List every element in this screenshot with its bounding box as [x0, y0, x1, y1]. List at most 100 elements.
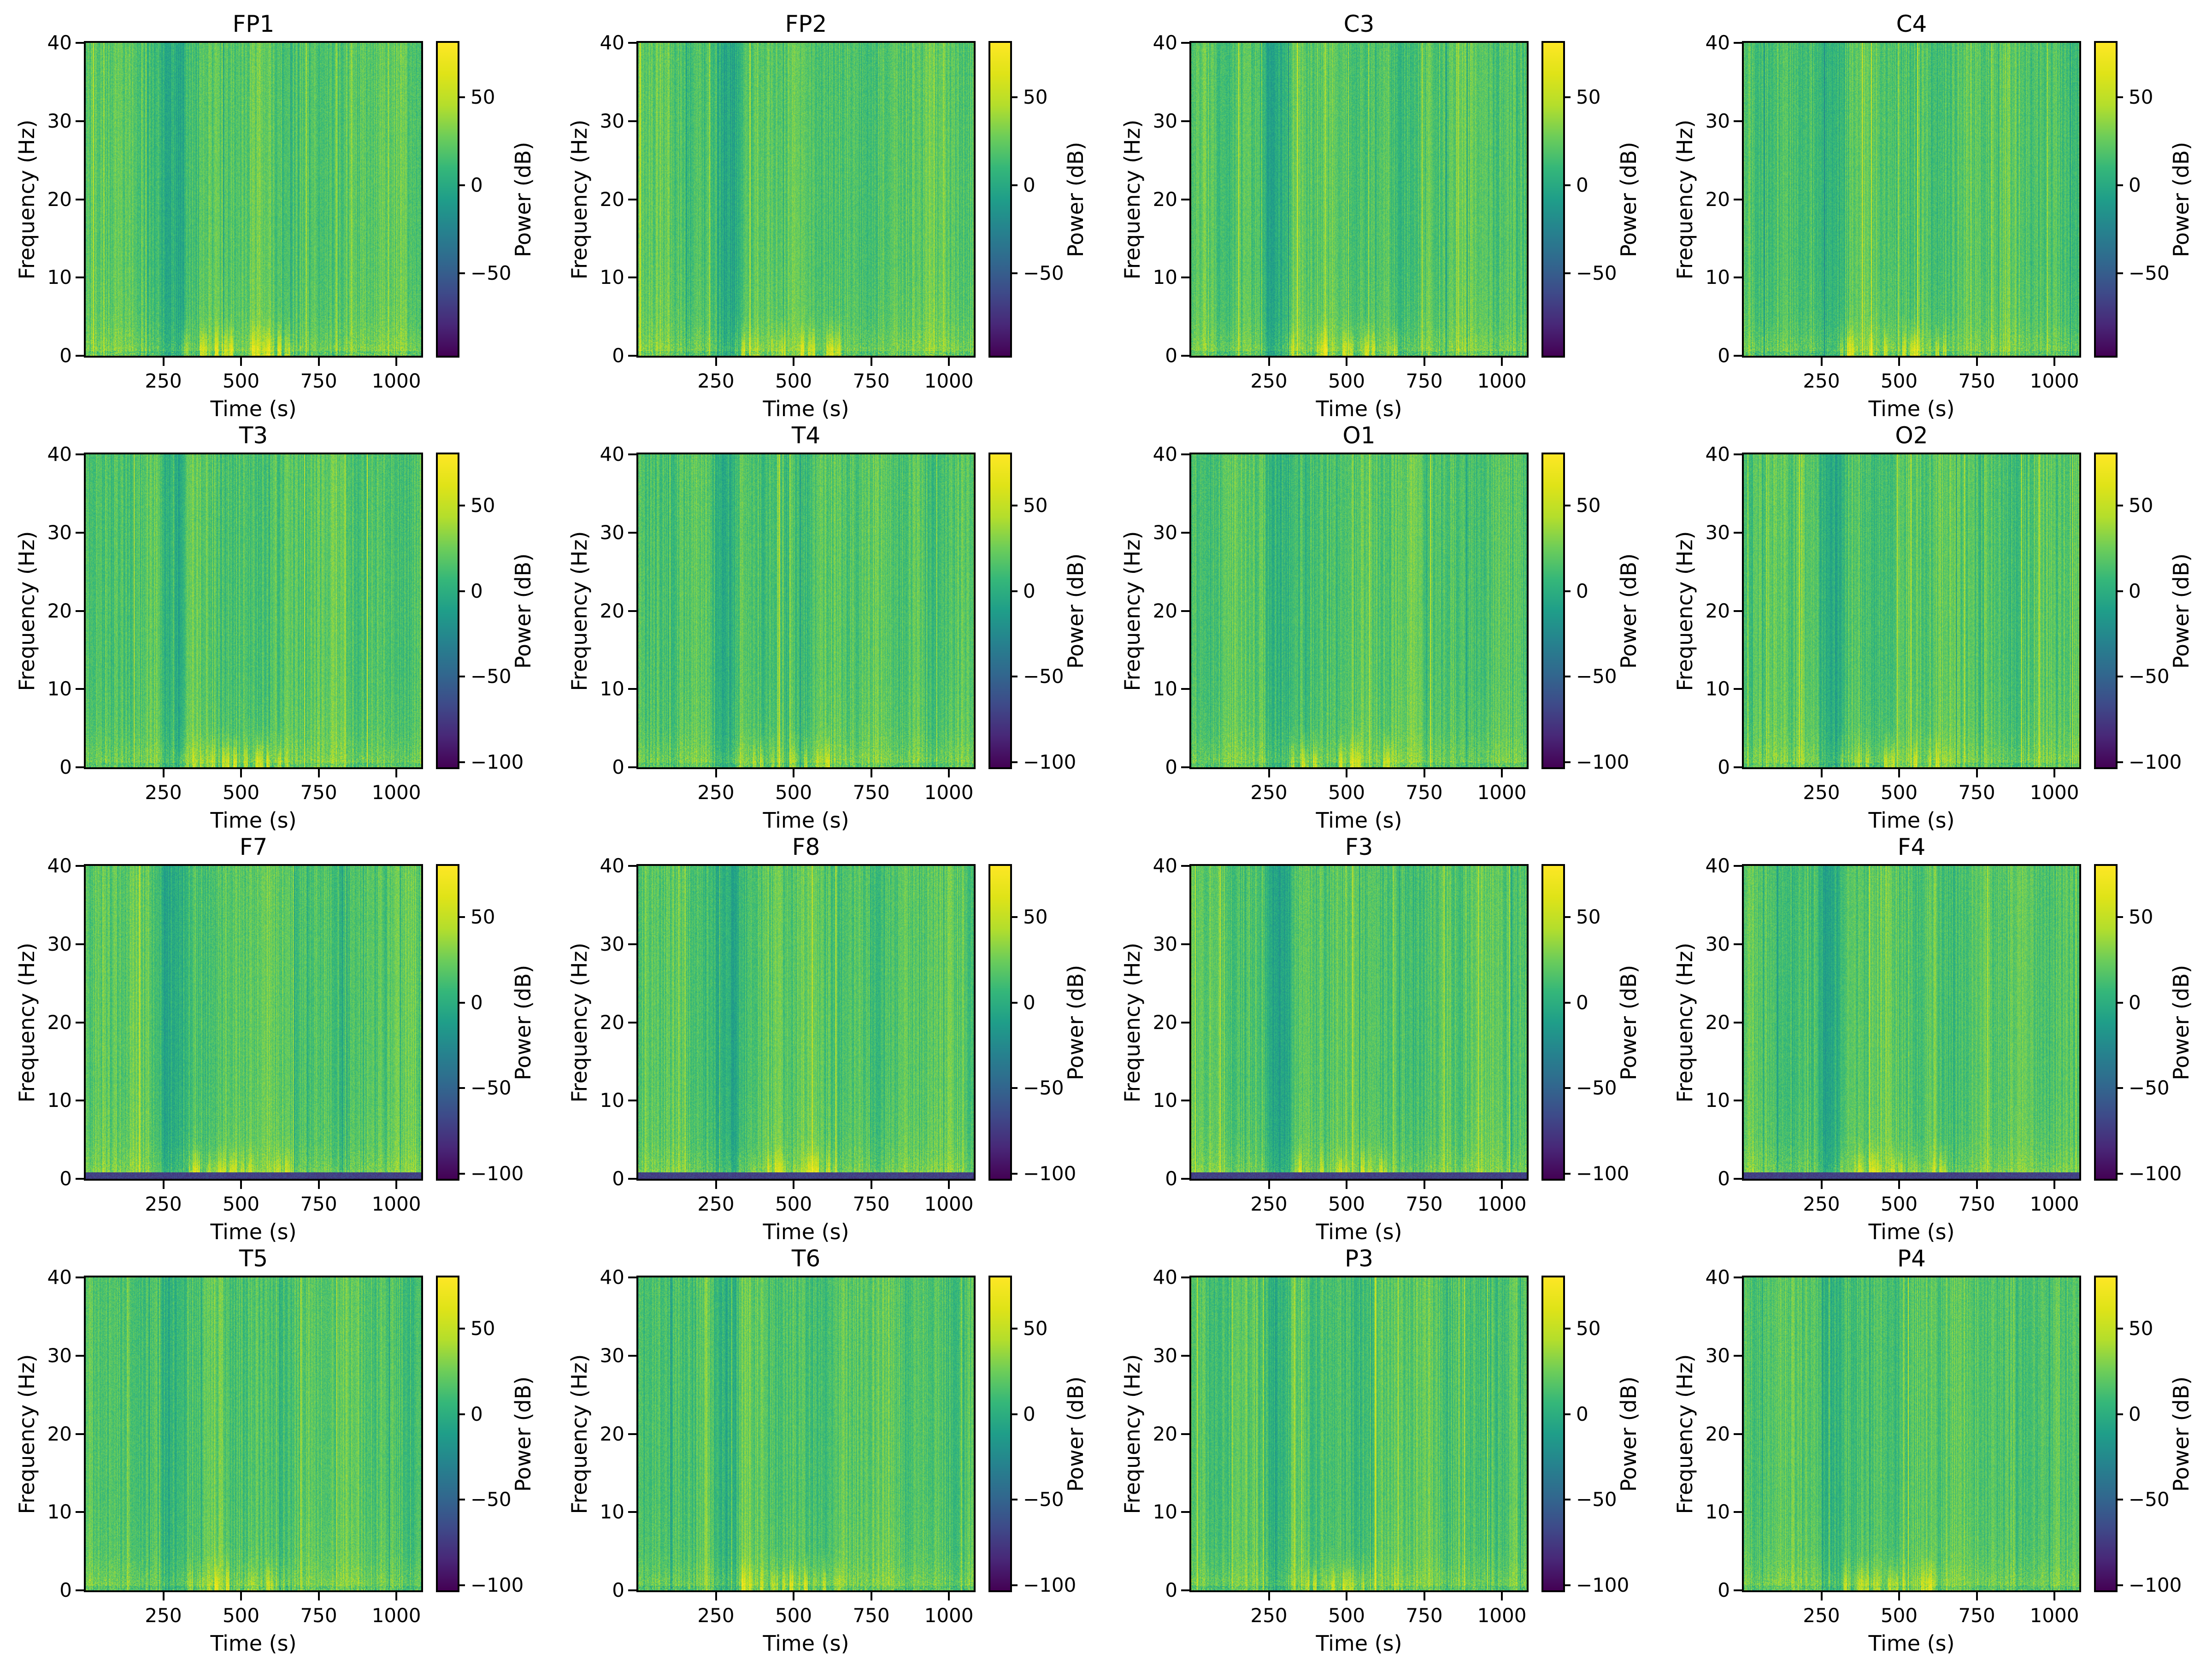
y-tick-label: 10: [600, 266, 624, 289]
y-tick-label: 0: [612, 1579, 624, 1601]
y-tick-mark: [1181, 865, 1189, 867]
x-axis-label: Time (s): [763, 808, 849, 833]
y-tick-mark: [76, 120, 84, 122]
colorbar-tick-mark: [1563, 272, 1571, 274]
colorbar-label: Power (dB): [1063, 141, 1088, 257]
y-tick-mark: [1734, 688, 1742, 690]
colorbar-gradient: [990, 454, 1010, 767]
colorbar-tick-mark: [1563, 676, 1571, 678]
x-tick-label: 250: [1803, 370, 1840, 392]
x-tick-label: 1000: [2030, 781, 2079, 804]
y-tick-mark: [1181, 531, 1189, 534]
colorbar-tick-mark: [1563, 505, 1571, 507]
plot-area: [1189, 1276, 1529, 1592]
colorbar-tick-mark: [2116, 1001, 2123, 1004]
x-tick-label: 1000: [371, 1604, 421, 1627]
y-tick-label: 30: [47, 932, 72, 955]
subplot-title: T3: [239, 422, 268, 449]
y-tick-label: 30: [1153, 109, 1177, 132]
x-tick-label: 250: [697, 370, 735, 392]
colorbar-label: Power (dB): [1616, 1376, 1641, 1492]
colorbar-tick-label: 0: [1576, 1402, 1588, 1425]
y-tick-mark: [1734, 120, 1742, 122]
x-tick-label: 500: [1880, 370, 1918, 392]
y-tick-mark: [76, 1589, 84, 1591]
y-tick-label: 20: [600, 599, 624, 622]
subplot-title: FP2: [785, 11, 827, 37]
x-tick-label: 500: [1880, 1604, 1918, 1627]
y-tick-label: 40: [47, 1266, 72, 1288]
colorbar-tick-label: 0: [1023, 579, 1035, 602]
y-tick-label: 40: [1705, 31, 1730, 54]
y-tick-label: 0: [1718, 1579, 1730, 1601]
colorbar-tick-mark: [458, 590, 465, 592]
y-tick-mark: [1181, 766, 1189, 768]
x-tick-mark: [2053, 769, 2056, 777]
y-tick-mark: [76, 1277, 84, 1278]
y-tick-mark: [76, 531, 84, 534]
y-tick-label: 20: [47, 188, 72, 211]
y-tick-mark: [1734, 1511, 1742, 1513]
y-tick-label: 30: [47, 109, 72, 132]
x-tick-mark: [395, 769, 398, 777]
colorbar: [2094, 41, 2118, 358]
x-tick-mark: [240, 1181, 242, 1189]
x-tick-mark: [162, 769, 165, 777]
y-tick-label: 0: [1165, 344, 1177, 367]
x-tick-label: 750: [1406, 370, 1443, 392]
colorbar-tick-label: 50: [471, 906, 495, 929]
x-tick-mark: [162, 358, 165, 366]
colorbar-tick-label: 0: [2129, 1402, 2141, 1425]
y-tick-mark: [1734, 42, 1742, 44]
x-tick-label: 500: [775, 781, 812, 804]
y-tick-label: 40: [1705, 443, 1730, 465]
x-tick-mark: [793, 769, 795, 777]
y-tick-mark: [1181, 198, 1189, 200]
y-tick-mark: [1734, 1021, 1742, 1024]
colorbar-gradient: [2096, 43, 2116, 356]
colorbar-label: Power (dB): [2169, 965, 2194, 1080]
colorbar-tick-label: −100: [1023, 1573, 1077, 1596]
x-tick-mark: [1268, 1592, 1270, 1600]
spectrogram-canvas: [1191, 43, 1527, 356]
y-tick-mark: [1181, 1433, 1189, 1435]
y-tick-label: 10: [47, 266, 72, 289]
colorbar-tick-label: −100: [1023, 1162, 1077, 1185]
x-axis-label: Time (s): [763, 1631, 849, 1656]
x-tick-label: 250: [697, 1604, 735, 1627]
colorbar-label: Power (dB): [1063, 965, 1088, 1080]
y-tick-label: 20: [1153, 188, 1177, 211]
plot-area: [1742, 864, 2081, 1181]
spectrogram-canvas: [638, 43, 974, 356]
x-tick-mark: [870, 1592, 872, 1600]
y-tick-mark: [628, 1021, 636, 1024]
x-tick-mark: [1976, 769, 1978, 777]
colorbar-tick-mark: [1010, 184, 1018, 186]
y-tick-mark: [76, 1021, 84, 1024]
y-tick-mark: [1181, 1589, 1189, 1591]
x-axis-label: Time (s): [1868, 1631, 1955, 1656]
colorbar-tick-label: 0: [2129, 991, 2141, 1014]
colorbar-tick-label: −50: [1023, 261, 1064, 284]
x-tick-label: 500: [1880, 781, 1918, 804]
colorbar-tick-mark: [458, 761, 465, 763]
y-tick-mark: [76, 1100, 84, 1102]
y-tick-label: 10: [1153, 266, 1177, 289]
y-tick-mark: [1181, 1100, 1189, 1102]
y-tick-mark: [76, 453, 84, 455]
subplot-title: P4: [1897, 1245, 1926, 1272]
colorbar-gradient: [990, 43, 1010, 356]
y-tick-label: 40: [600, 1266, 624, 1288]
colorbar-gradient: [2096, 866, 2116, 1179]
y-tick-mark: [76, 198, 84, 200]
x-tick-label: 250: [1250, 1193, 1288, 1215]
y-tick-label: 30: [1153, 932, 1177, 955]
y-tick-mark: [628, 1433, 636, 1435]
y-tick-label: 10: [1705, 677, 1730, 700]
x-tick-label: 500: [1328, 370, 1365, 392]
y-tick-mark: [76, 1354, 84, 1357]
y-tick-mark: [1181, 355, 1189, 357]
colorbar-label: Power (dB): [2169, 553, 2194, 669]
colorbar-tick-mark: [1563, 1328, 1571, 1330]
